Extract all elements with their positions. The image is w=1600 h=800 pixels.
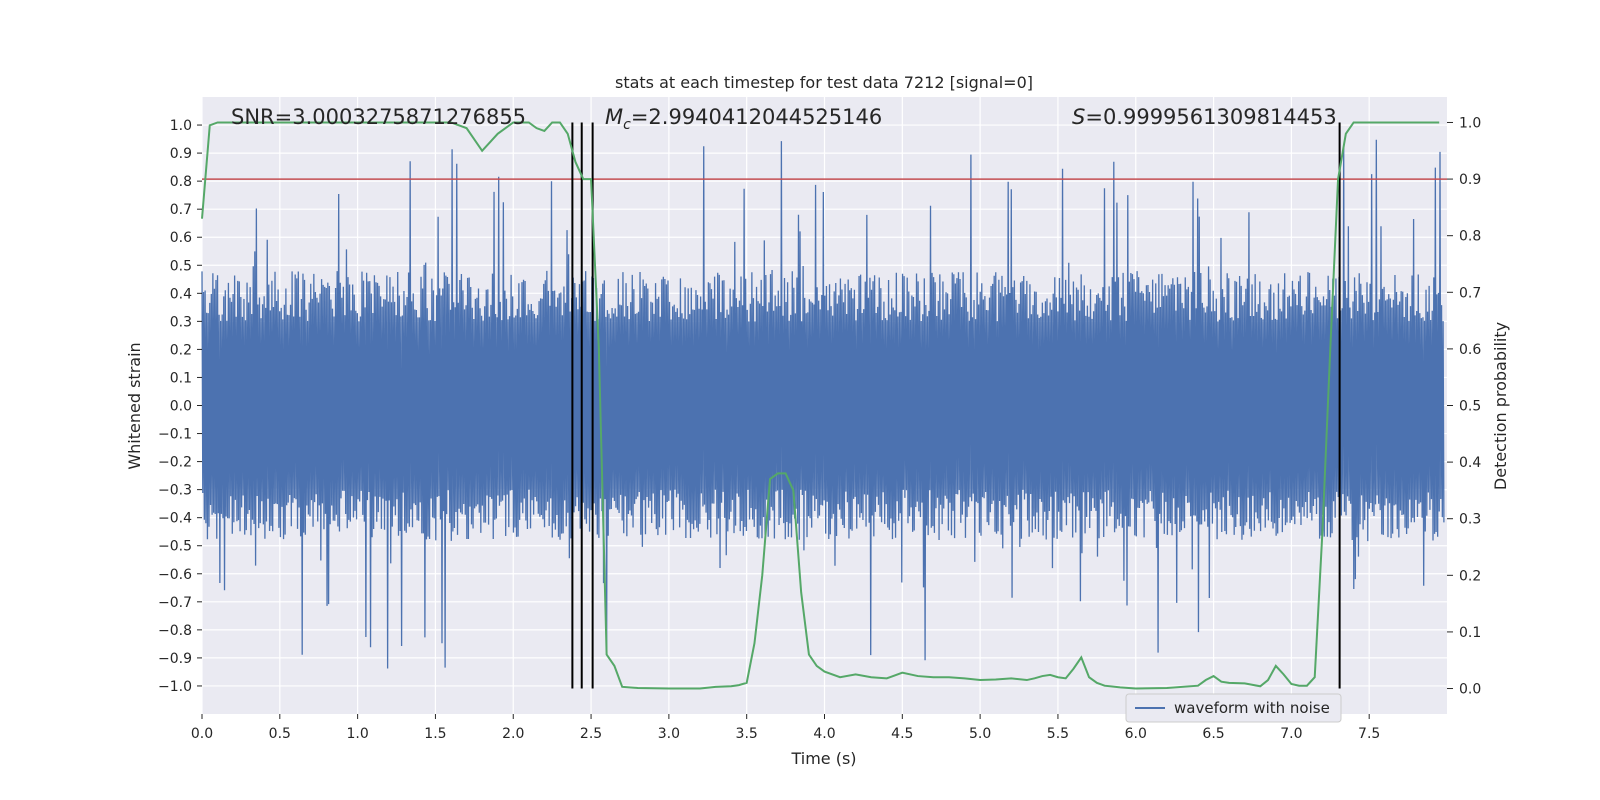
y-axis-ticks: 1.0 0.9 0.8 0.7 0.6 0.5 0.4 0.3 0.2 0.1 0.0 −0.1 −0.… (158, 118, 202, 695)
y2-tick-label: 0.1 (1459, 625, 1481, 641)
event-vlines (571, 122, 1341, 689)
y-axis-label: Whitened strain (125, 342, 144, 469)
y2-tick-label: 0.5 (1459, 399, 1481, 415)
y2-tick-label: 0.2 (1459, 568, 1481, 584)
y2-tick-label: 0.9 (1459, 172, 1481, 188)
x-axis-ticks: 0.0 0.5 1.0 1.5 2.0 2.5 3.0 3.5 4.0 4.5 5.0 5.5 6.0 6… (191, 714, 1380, 742)
y-tick-label: −0.2 (158, 455, 192, 471)
y2-tick-label: 0.3 (1459, 512, 1481, 528)
y-tick-label: 0.3 (170, 314, 192, 330)
x-tick-label: 5.5 (1047, 726, 1069, 742)
y-tick-label: 0.4 (170, 286, 192, 302)
x-tick-label: 2.0 (502, 726, 524, 742)
x-tick-label: 7.0 (1280, 726, 1302, 742)
x-tick-label: 3.0 (658, 726, 680, 742)
x-tick-label: 1.0 (346, 726, 368, 742)
x-tick-label: 5.0 (969, 726, 991, 742)
mc-annotation: Mc=2.9940412044525146 (605, 105, 882, 133)
y-tick-label: −1.0 (158, 679, 192, 695)
x-tick-label: 3.5 (736, 726, 758, 742)
y2-tick-label: 1.0 (1459, 115, 1481, 131)
y2-tick-label: 0.7 (1459, 285, 1481, 301)
legend-box (1125, 693, 1342, 723)
x-tick-label: 0.5 (269, 726, 291, 742)
y-tick-label: 0.2 (170, 342, 192, 358)
y-tick-label: 0.7 (170, 202, 192, 218)
x-tick-label: 4.5 (891, 726, 913, 742)
y-tick-label: −0.9 (158, 651, 192, 667)
y2-axis-label: Detection probability (1491, 322, 1510, 490)
y-tick-label: −0.5 (158, 539, 192, 555)
x-tick-label: 0.0 (191, 726, 213, 742)
detection-probability-line (201, 121, 1440, 690)
mc-symbol: M (605, 105, 623, 129)
x-tick-label: 1.5 (424, 726, 446, 742)
y2-tick-label: 0.4 (1459, 455, 1481, 471)
legend-label: waveform with noise (1174, 699, 1330, 717)
mc-subscript: c (623, 117, 631, 133)
y-tick-label: 0.0 (170, 399, 192, 415)
y-tick-label: −0.4 (158, 511, 192, 527)
y-tick-label: −0.1 (158, 427, 192, 443)
s-value: =0.9999561309814453 (1085, 105, 1336, 129)
y2-tick-label: 0.0 (1459, 682, 1481, 698)
s-annotation: S=0.9999561309814453 (1072, 105, 1337, 129)
x-tick-label: 7.5 (1358, 726, 1380, 742)
y-tick-label: −0.3 (158, 483, 192, 499)
y-tick-label: −0.8 (158, 623, 192, 639)
y-tick-label: 1.0 (170, 118, 192, 134)
y-tick-label: 0.9 (170, 146, 192, 162)
x-axis-label: Time (s) (790, 749, 856, 768)
y-tick-label: 0.1 (170, 370, 192, 386)
chart-title: stats at each timestep for test data 721… (615, 73, 1033, 92)
mc-value: =2.9940412044525146 (631, 105, 882, 129)
x-tick-label: 2.5 (580, 726, 602, 742)
y-tick-label: −0.6 (158, 567, 192, 583)
y-tick-label: 0.6 (170, 230, 192, 246)
x-tick-label: 4.0 (813, 726, 835, 742)
y-tick-label: −0.7 (158, 595, 192, 611)
y2-tick-label: 0.8 (1459, 229, 1481, 245)
legend: waveform with noise (1125, 693, 1342, 723)
y-tick-label: 0.5 (170, 258, 192, 274)
snr-annotation: SNR=3.0003275871276855 (231, 105, 526, 129)
x-tick-label: 6.0 (1125, 726, 1147, 742)
y2-axis-ticks: 1.0 0.9 0.8 0.7 0.6 0.5 0.4 0.3 0.2 0.1 0.0 (1447, 115, 1481, 698)
y-tick-label: 0.8 (170, 174, 192, 190)
x-tick-label: 6.5 (1202, 726, 1224, 742)
y2-tick-label: 0.6 (1459, 342, 1481, 358)
s-symbol: S (1072, 105, 1085, 129)
waveform-series (201, 139, 1445, 669)
waveform-line (201, 139, 1445, 669)
